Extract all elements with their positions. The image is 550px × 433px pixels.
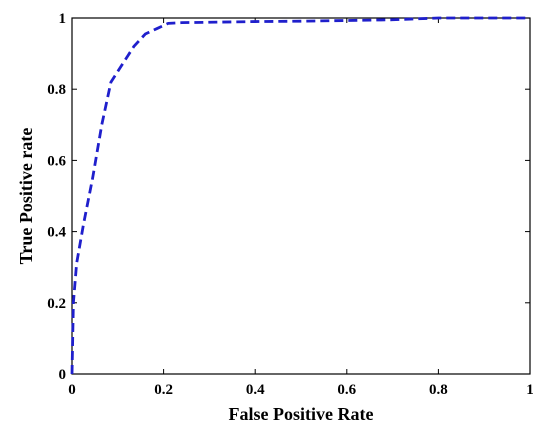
- y-tick-label: 0.4: [47, 225, 66, 241]
- x-tick-label: 0.4: [246, 382, 265, 398]
- y-tick-label: 0.2: [47, 296, 66, 312]
- ticks: [71, 17, 531, 375]
- y-tick-label: 0.8: [47, 82, 66, 98]
- y-tick-label: 0: [59, 367, 67, 383]
- y-tick-label: 1: [59, 11, 67, 27]
- x-tick-labels: 0 0.2 0.4 0.6 0.8 1: [68, 382, 534, 398]
- y-axis-label: True Positive rate: [16, 128, 36, 265]
- series-layer: [70, 16, 530, 375]
- y-tick-labels: 0 0.2 0.4 0.6 0.8 1: [47, 11, 66, 383]
- x-tick-label: 0.6: [337, 382, 356, 398]
- x-tick-label: 1: [526, 382, 534, 398]
- x-tick-label: 0: [68, 382, 76, 398]
- x-tick-label: 0.2: [154, 382, 173, 398]
- x-tick-label: 0.8: [429, 382, 448, 398]
- plot-area: [71, 17, 531, 375]
- roc-series-line: [70, 16, 530, 375]
- y-tick-label: 0.6: [47, 153, 66, 169]
- x-axis-label: False Positive Rate: [229, 404, 374, 424]
